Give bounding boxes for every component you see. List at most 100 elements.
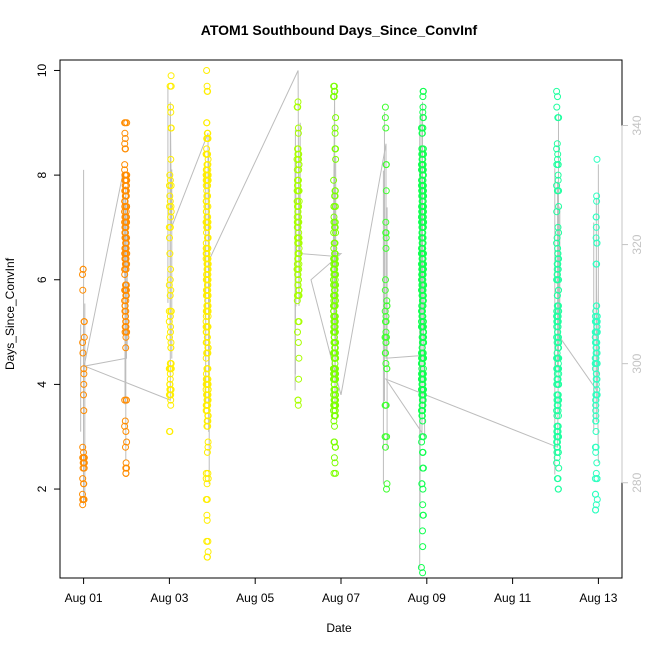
data-point bbox=[418, 349, 426, 357]
data-point bbox=[418, 145, 426, 153]
data-point bbox=[553, 271, 561, 278]
data-point bbox=[123, 218, 130, 226]
data-point bbox=[123, 119, 131, 127]
data-point bbox=[121, 302, 129, 310]
data-point bbox=[553, 454, 561, 462]
data-point bbox=[204, 412, 212, 420]
data-point bbox=[419, 380, 427, 388]
data-point bbox=[294, 223, 301, 231]
data-point bbox=[294, 197, 302, 205]
data-point bbox=[80, 448, 87, 456]
data-point bbox=[165, 318, 173, 326]
axes-layer: Aug 01 Aug 03 Aug 05 Aug 07 Aug 09 Aug 11 Aug … bbox=[35, 63, 644, 605]
data-point bbox=[203, 82, 211, 90]
data-point bbox=[202, 239, 210, 247]
data-point bbox=[554, 422, 562, 430]
data-point bbox=[554, 485, 562, 493]
data-point bbox=[419, 103, 427, 111]
y2-tick-label: 280 bbox=[630, 472, 644, 492]
data-point bbox=[555, 370, 563, 378]
data-point bbox=[332, 469, 339, 477]
data-point bbox=[167, 323, 175, 331]
data-point bbox=[166, 386, 174, 394]
data-point bbox=[555, 203, 563, 210]
data-point bbox=[121, 135, 129, 142]
data-point bbox=[330, 93, 337, 101]
data-point bbox=[553, 428, 561, 435]
data-point bbox=[553, 276, 561, 284]
data-point bbox=[203, 401, 211, 409]
data-point bbox=[295, 375, 303, 383]
data-point bbox=[294, 98, 302, 106]
data-point bbox=[121, 161, 129, 169]
data-point bbox=[167, 124, 175, 132]
data-point bbox=[419, 417, 427, 425]
data-point bbox=[593, 375, 600, 383]
data-point bbox=[203, 448, 211, 456]
data-point bbox=[167, 286, 175, 294]
data-point bbox=[418, 271, 426, 278]
data-point bbox=[294, 103, 302, 111]
data-point bbox=[418, 218, 426, 226]
data-point bbox=[331, 124, 339, 132]
data-point bbox=[121, 422, 129, 430]
y2-tick-label: 320 bbox=[630, 234, 644, 254]
data-point bbox=[203, 553, 211, 561]
data-point bbox=[420, 218, 427, 226]
data-point bbox=[330, 229, 338, 237]
data-point bbox=[204, 129, 212, 137]
data-point bbox=[294, 182, 302, 190]
data-point bbox=[418, 260, 425, 268]
gray-trace-line bbox=[82, 70, 599, 463]
data-point bbox=[420, 328, 427, 336]
data-point bbox=[79, 443, 87, 451]
data-point bbox=[383, 433, 391, 441]
data-point bbox=[123, 171, 130, 179]
data-point bbox=[592, 417, 600, 425]
data-point bbox=[167, 72, 175, 80]
data-point bbox=[294, 281, 302, 289]
data-point bbox=[592, 223, 600, 231]
data-point bbox=[331, 375, 339, 383]
data-point bbox=[121, 271, 129, 278]
data-point bbox=[202, 339, 210, 346]
x-tick-label: Aug 03 bbox=[150, 591, 188, 605]
data-point bbox=[122, 145, 129, 153]
data-point bbox=[554, 250, 562, 258]
y-axis-label: Days_Since_ConvInf bbox=[3, 257, 17, 370]
data-point bbox=[554, 396, 562, 404]
data-point bbox=[554, 265, 562, 273]
data-point bbox=[553, 380, 561, 388]
data-point bbox=[295, 166, 303, 174]
data-point bbox=[418, 239, 426, 247]
data-point bbox=[332, 155, 340, 163]
data-point bbox=[382, 312, 390, 320]
data-point bbox=[592, 260, 600, 268]
data-point bbox=[123, 438, 131, 446]
data-point bbox=[382, 161, 390, 169]
data-point bbox=[419, 197, 427, 205]
data-point bbox=[121, 260, 129, 268]
data-point bbox=[554, 328, 562, 336]
data-point bbox=[121, 312, 129, 320]
data-point bbox=[420, 354, 427, 362]
data-point bbox=[330, 82, 338, 90]
data-point bbox=[382, 244, 390, 252]
data-point bbox=[592, 234, 600, 242]
data-point bbox=[382, 318, 390, 326]
data-point bbox=[204, 218, 212, 226]
data-point bbox=[554, 255, 562, 263]
data-point bbox=[554, 93, 561, 101]
data-point bbox=[419, 93, 427, 101]
data-point bbox=[419, 150, 427, 158]
data-point bbox=[591, 312, 599, 320]
x-tick-label: Aug 05 bbox=[236, 591, 274, 605]
data-point bbox=[419, 407, 426, 415]
data-point bbox=[554, 171, 562, 179]
data-point bbox=[203, 187, 211, 195]
data-point bbox=[553, 292, 561, 299]
plot-frame bbox=[59, 59, 623, 579]
data-point bbox=[418, 250, 426, 258]
data-point bbox=[418, 234, 426, 242]
data-point bbox=[204, 380, 212, 388]
